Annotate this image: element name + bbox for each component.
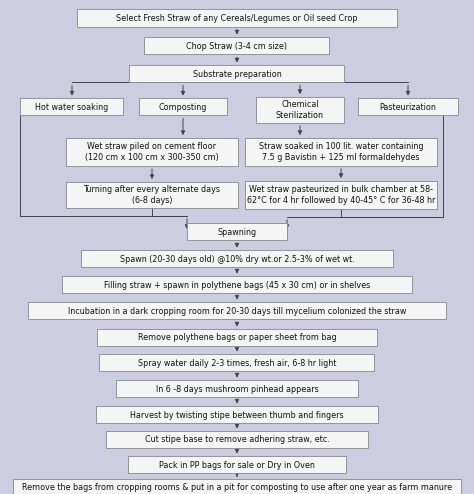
FancyBboxPatch shape xyxy=(77,9,397,27)
FancyBboxPatch shape xyxy=(245,138,437,166)
Text: Spawning: Spawning xyxy=(218,228,256,237)
FancyBboxPatch shape xyxy=(66,138,238,166)
Text: Spray water daily 2-3 times, fresh air, 6-8 hr light: Spray water daily 2-3 times, fresh air, … xyxy=(138,359,336,368)
FancyBboxPatch shape xyxy=(62,277,412,293)
Text: Wet straw pasteurized in bulk chamber at 58-
62°C for 4 hr followed by 40-45° C : Wet straw pasteurized in bulk chamber at… xyxy=(247,185,435,205)
FancyBboxPatch shape xyxy=(245,181,437,209)
Text: Chemical
Sterilization: Chemical Sterilization xyxy=(276,100,324,120)
Text: In 6 -8 days mushroom pinhead appears: In 6 -8 days mushroom pinhead appears xyxy=(155,384,319,394)
Text: Incubation in a dark cropping room for 20-30 days till mycelium colonized the st: Incubation in a dark cropping room for 2… xyxy=(68,306,406,316)
FancyBboxPatch shape xyxy=(256,97,344,123)
Text: Pack in PP bags for sale or Dry in Oven: Pack in PP bags for sale or Dry in Oven xyxy=(159,460,315,469)
FancyBboxPatch shape xyxy=(128,456,346,474)
FancyBboxPatch shape xyxy=(129,66,345,82)
FancyBboxPatch shape xyxy=(106,431,368,449)
FancyBboxPatch shape xyxy=(81,250,393,267)
FancyBboxPatch shape xyxy=(28,302,446,320)
Text: Wet straw piled on cement floor
(120 cm x 100 cm x 300-350 cm): Wet straw piled on cement floor (120 cm … xyxy=(85,142,219,162)
Text: Remove the bags from cropping rooms & put in a pit for composting to use after o: Remove the bags from cropping rooms & pu… xyxy=(22,484,452,493)
FancyBboxPatch shape xyxy=(145,38,329,54)
FancyBboxPatch shape xyxy=(66,182,238,208)
Text: Composting: Composting xyxy=(159,102,207,112)
Text: Harvest by twisting stipe between thumb and fingers: Harvest by twisting stipe between thumb … xyxy=(130,411,344,419)
FancyBboxPatch shape xyxy=(97,329,377,346)
Text: Pasteurization: Pasteurization xyxy=(380,102,437,112)
Text: Hot water soaking: Hot water soaking xyxy=(36,102,109,112)
FancyBboxPatch shape xyxy=(116,380,358,398)
Text: Turning after every alternate days
(6-8 days): Turning after every alternate days (6-8 … xyxy=(83,185,220,205)
FancyBboxPatch shape xyxy=(358,98,458,116)
FancyBboxPatch shape xyxy=(139,98,227,116)
FancyBboxPatch shape xyxy=(187,223,287,241)
FancyBboxPatch shape xyxy=(96,407,378,423)
FancyBboxPatch shape xyxy=(13,480,461,494)
FancyBboxPatch shape xyxy=(100,355,374,371)
Text: Select Fresh Straw of any Cereals/Legumes or Oil seed Crop: Select Fresh Straw of any Cereals/Legume… xyxy=(116,13,358,23)
Text: Cut stipe base to remove adhering straw, etc.: Cut stipe base to remove adhering straw,… xyxy=(145,436,329,445)
Text: Chop Straw (3-4 cm size): Chop Straw (3-4 cm size) xyxy=(186,41,288,50)
Text: Remove polythene bags or paper sheet from bag: Remove polythene bags or paper sheet fro… xyxy=(137,333,337,342)
Text: Spawn (20-30 days old) @10% dry wt.or 2.5-3% of wet wt.: Spawn (20-30 days old) @10% dry wt.or 2.… xyxy=(119,254,355,263)
Text: Filling straw + spawn in polythene bags (45 x 30 cm) or in shelves: Filling straw + spawn in polythene bags … xyxy=(104,281,370,289)
Text: Substrate preparation: Substrate preparation xyxy=(192,70,282,79)
FancyBboxPatch shape xyxy=(20,98,124,116)
Text: Straw soaked in 100 lit. water containing
7.5 g Bavistin + 125 ml formaldehydes: Straw soaked in 100 lit. water containin… xyxy=(259,142,423,162)
